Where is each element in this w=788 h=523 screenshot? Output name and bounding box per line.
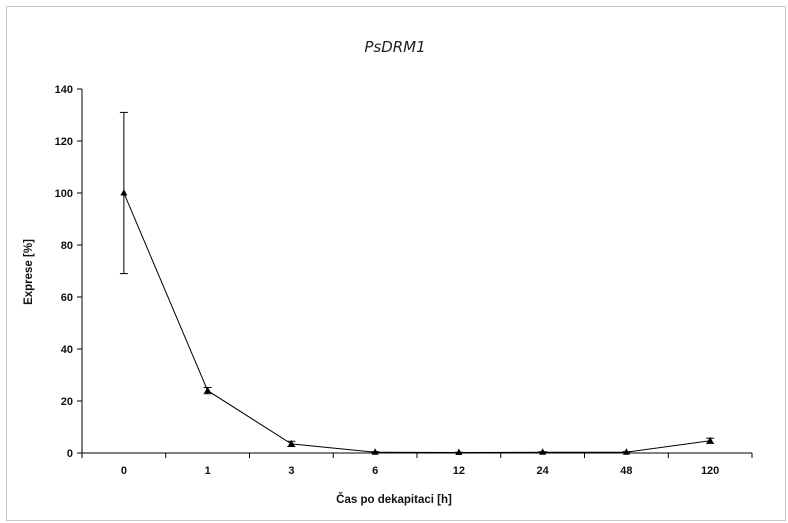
data-point-marker [371, 448, 379, 455]
x-tick-label: 24 [537, 465, 550, 477]
data-point-marker [622, 448, 630, 455]
y-tick-label: 60 [61, 292, 73, 304]
x-tick-label: 1 [205, 465, 211, 477]
axes: 0 20 40 60 80 100 120 140 0 1 3 6 12 24 48 120 [55, 84, 753, 477]
data-point-marker [539, 448, 547, 455]
chart-title: PsDRM1 [364, 38, 425, 56]
data-point-marker [706, 436, 714, 444]
x-tick-label: 3 [288, 465, 294, 477]
data-point-marker [120, 189, 128, 196]
x-axis-label: Čas po dekapitaci [h] [336, 493, 452, 506]
y-axis-label: Exprese [%] [23, 239, 35, 305]
x-tick-label: 48 [620, 465, 632, 477]
chart-frame [6, 6, 786, 521]
y-tick-label: 80 [61, 240, 73, 252]
data-point-marker [287, 439, 295, 447]
y-tick-label: 40 [61, 344, 73, 356]
series-line [123, 192, 711, 453]
y-tick-label: 100 [55, 188, 73, 200]
y-tick-label: 0 [67, 448, 73, 460]
x-tick-label: 120 [701, 465, 719, 477]
y-tick-label: 140 [55, 84, 73, 96]
data-point-marker [204, 386, 212, 394]
x-tick-label: 12 [453, 465, 465, 477]
x-tick-label: 0 [121, 465, 127, 477]
x-tick-label: 6 [372, 465, 378, 477]
data-point-marker [455, 448, 463, 455]
y-tick-label: 20 [61, 396, 73, 408]
y-tick-label: 120 [55, 136, 73, 148]
plot-area [119, 111, 715, 455]
